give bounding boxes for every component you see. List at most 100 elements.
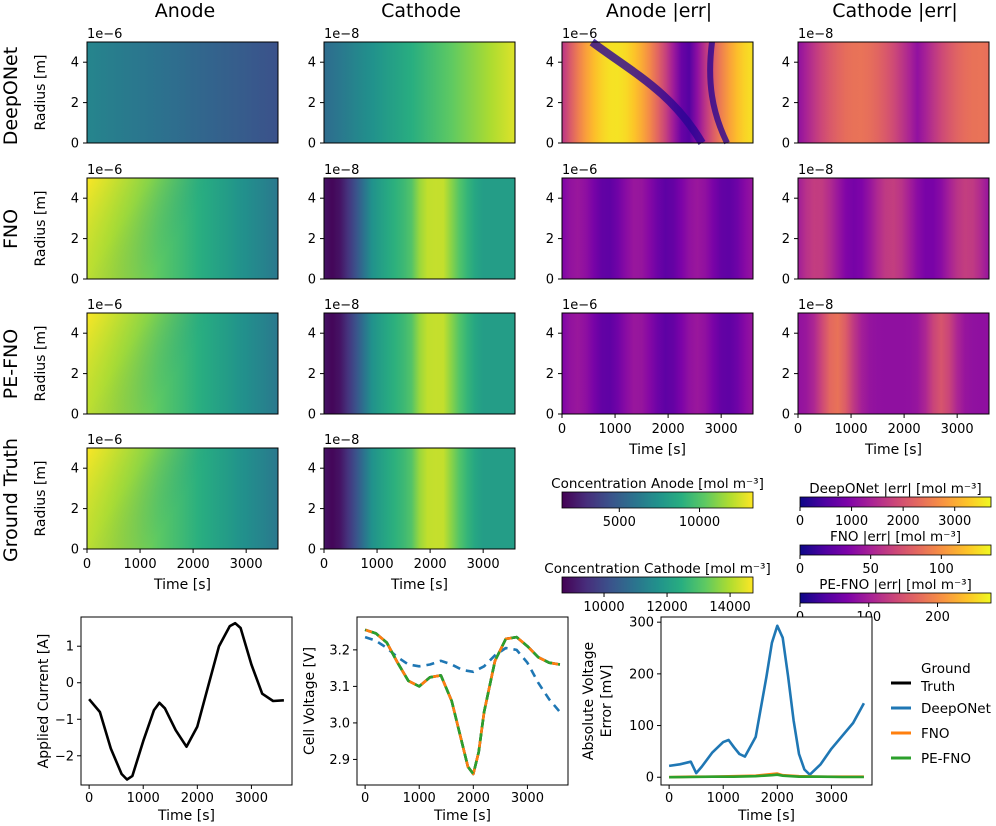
x-axis-label: Time [s] bbox=[737, 808, 795, 824]
offset-label: 1e−6 bbox=[87, 433, 122, 448]
y-tick-label: 4 bbox=[71, 192, 79, 207]
y-tick-label: 100 bbox=[629, 719, 654, 734]
colorbar-cathode: Concentration Cathode [mol m⁻³] 10000 1200… bbox=[544, 561, 770, 615]
y-tick-label: −1 bbox=[55, 713, 74, 728]
y-tick-label: 2 bbox=[308, 367, 316, 382]
y-tick-label: 4 bbox=[782, 56, 790, 71]
y-axis-label-2: Error [mV] bbox=[599, 665, 615, 738]
panel-frame bbox=[561, 41, 754, 144]
colorbar-tick-label: 5000 bbox=[603, 515, 636, 530]
y-tick-label: 2 bbox=[782, 96, 790, 111]
y-tick-label: 3.2 bbox=[329, 643, 350, 658]
x-axis-label: Time [s] bbox=[157, 808, 215, 824]
legend-label-ground-truth-1: Ground bbox=[921, 661, 971, 677]
heatmap-image bbox=[798, 178, 989, 279]
column-title-anode: Anode bbox=[155, 0, 215, 22]
colorbar-tick-label: 2000 bbox=[887, 514, 920, 529]
panel-frame bbox=[561, 177, 754, 280]
plot-frame bbox=[80, 616, 293, 786]
y-tick-label: 0 bbox=[66, 676, 74, 691]
y-tick-label: 0 bbox=[308, 273, 316, 288]
colorbar-gradient bbox=[799, 592, 992, 604]
colorbar-fno-err: FNO |err| [mol m⁻³] 0 50 100 bbox=[796, 529, 992, 577]
column-title-cathode: Cathode bbox=[381, 0, 461, 22]
x-tick-label: 2000 bbox=[652, 422, 685, 437]
y-tick-label: 2 bbox=[71, 502, 79, 517]
heatmap-panel-r2-c2: 1e−6 0 2 4 0 1000 2000 3000 Time [s] bbox=[546, 298, 754, 458]
y-tick-label: 0 bbox=[782, 408, 790, 423]
x-tick-label: 3000 bbox=[511, 791, 544, 806]
heatmap-image bbox=[324, 448, 515, 549]
offset-label: 1e−6 bbox=[87, 27, 122, 42]
y-tick-label: 200 bbox=[629, 667, 654, 682]
colorbar-gradient bbox=[799, 496, 992, 508]
voltage-error-plot: 0 1000 2000 3000 0 100 200 300 Time [s] Absolute … bbox=[581, 616, 873, 824]
heatmap-overlay bbox=[87, 448, 278, 549]
x-tick-label: 3000 bbox=[467, 557, 500, 572]
colorbar-gradient bbox=[561, 491, 754, 509]
x-tick-label: 3000 bbox=[235, 791, 268, 806]
x-tick-label: 0 bbox=[361, 791, 369, 806]
colorbar-title: Concentration Cathode [mol m⁻³] bbox=[544, 561, 770, 577]
applied-current-plot: 0 1000 2000 3000 −2 −1 0 1 Time [s] Applied Curre… bbox=[36, 616, 293, 824]
colorbar-deeponet-err: DeepONet |err| [mol m⁻³] 0 1000 2000 3000 bbox=[796, 481, 992, 529]
legend-label-deeponet: DeepONet bbox=[921, 701, 991, 717]
heatmap-panel-r2-c1: 1e−8 0 2 4 bbox=[308, 298, 516, 423]
x-tick-label: 2000 bbox=[888, 422, 921, 437]
y-tick-label: 1 bbox=[66, 640, 74, 655]
x-tick-label: 3000 bbox=[815, 791, 848, 806]
y-tick-label: 4 bbox=[782, 192, 790, 207]
offset-label: 1e−6 bbox=[87, 163, 122, 178]
y-axis-label: Radius [m] bbox=[33, 326, 49, 402]
y-tick-label: 2 bbox=[546, 96, 554, 111]
colorbar-gradient bbox=[799, 544, 992, 556]
y-tick-label: 2 bbox=[782, 367, 790, 382]
heatmap-panel-r0-c2: 1e−6 0 2 4 bbox=[546, 27, 754, 152]
y-tick-label: 0 bbox=[646, 771, 654, 786]
x-tick-label: 2000 bbox=[177, 557, 210, 572]
heatmap-panel-r3-c1: 1e−8 0 2 4 0 1000 2000 3000 Time [s] bbox=[308, 433, 516, 593]
y-tick-label: 2 bbox=[71, 232, 79, 247]
y-tick-label: 4 bbox=[71, 56, 79, 71]
panel-frame bbox=[323, 447, 516, 550]
heatmap-image bbox=[324, 313, 515, 414]
panel-frame bbox=[797, 41, 990, 144]
x-tick-label: 1000 bbox=[599, 422, 632, 437]
offset-label: 1e−8 bbox=[324, 27, 359, 42]
colorbar-group: Concentration Anode [mol m⁻³]5000 10000Co… bbox=[544, 476, 992, 625]
heatmap-overlay bbox=[87, 313, 278, 414]
cell-voltage-plot: 0 1000 2000 3000 2.9 3.0 3.1 3.2 Time [s] Cell Vo… bbox=[302, 616, 569, 824]
y-axis-label: Radius [m] bbox=[33, 191, 49, 267]
offset-label: 1e−8 bbox=[798, 298, 833, 313]
y-tick-label: 0 bbox=[308, 137, 316, 152]
row-title-ground-truth: Ground Truth bbox=[0, 438, 22, 562]
y-tick-label: 4 bbox=[71, 327, 79, 342]
x-tick-label: 1000 bbox=[124, 557, 157, 572]
x-axis-label: Time [s] bbox=[864, 442, 922, 458]
heatmap-image bbox=[798, 313, 989, 414]
heatmap-panel-r1-c3: 1e−8 0 2 4 bbox=[782, 163, 990, 288]
colorbar-title: PE-FNO |err| [mol m⁻³] bbox=[819, 577, 972, 593]
y-tick-label: 2 bbox=[308, 502, 316, 517]
y-tick-label: 4 bbox=[546, 327, 554, 342]
heatmap-panel-r3-c0: 1e−6 0 2 4 Radius [m] 0 1000 2000 3000 Time [s] bbox=[33, 433, 279, 593]
x-tick-label: 1000 bbox=[403, 791, 436, 806]
series-line-deeponet bbox=[364, 635, 561, 713]
x-tick-label: 1000 bbox=[835, 422, 868, 437]
heatmap-image bbox=[87, 42, 278, 143]
y-axis-label: Applied Current [A] bbox=[36, 634, 52, 769]
y-tick-label: 4 bbox=[782, 327, 790, 342]
y-tick-label: 4 bbox=[308, 462, 316, 477]
heatmap-panel-r1-c0: 1e−6 0 2 4 Radius [m] bbox=[33, 163, 279, 288]
panel-frame bbox=[323, 177, 516, 280]
heatmap-image bbox=[324, 42, 515, 143]
offset-label: 1e−6 bbox=[87, 298, 122, 313]
plot-frame bbox=[356, 616, 569, 786]
y-tick-label: −2 bbox=[55, 749, 74, 764]
panel-frame bbox=[797, 312, 990, 415]
offset-label: 1e−6 bbox=[562, 163, 597, 178]
row-title-fno: FNO bbox=[0, 209, 22, 249]
offset-label: 1e−8 bbox=[324, 163, 359, 178]
y-tick-label: 4 bbox=[308, 56, 316, 71]
colorbar-tick-label: 100 bbox=[929, 562, 954, 577]
